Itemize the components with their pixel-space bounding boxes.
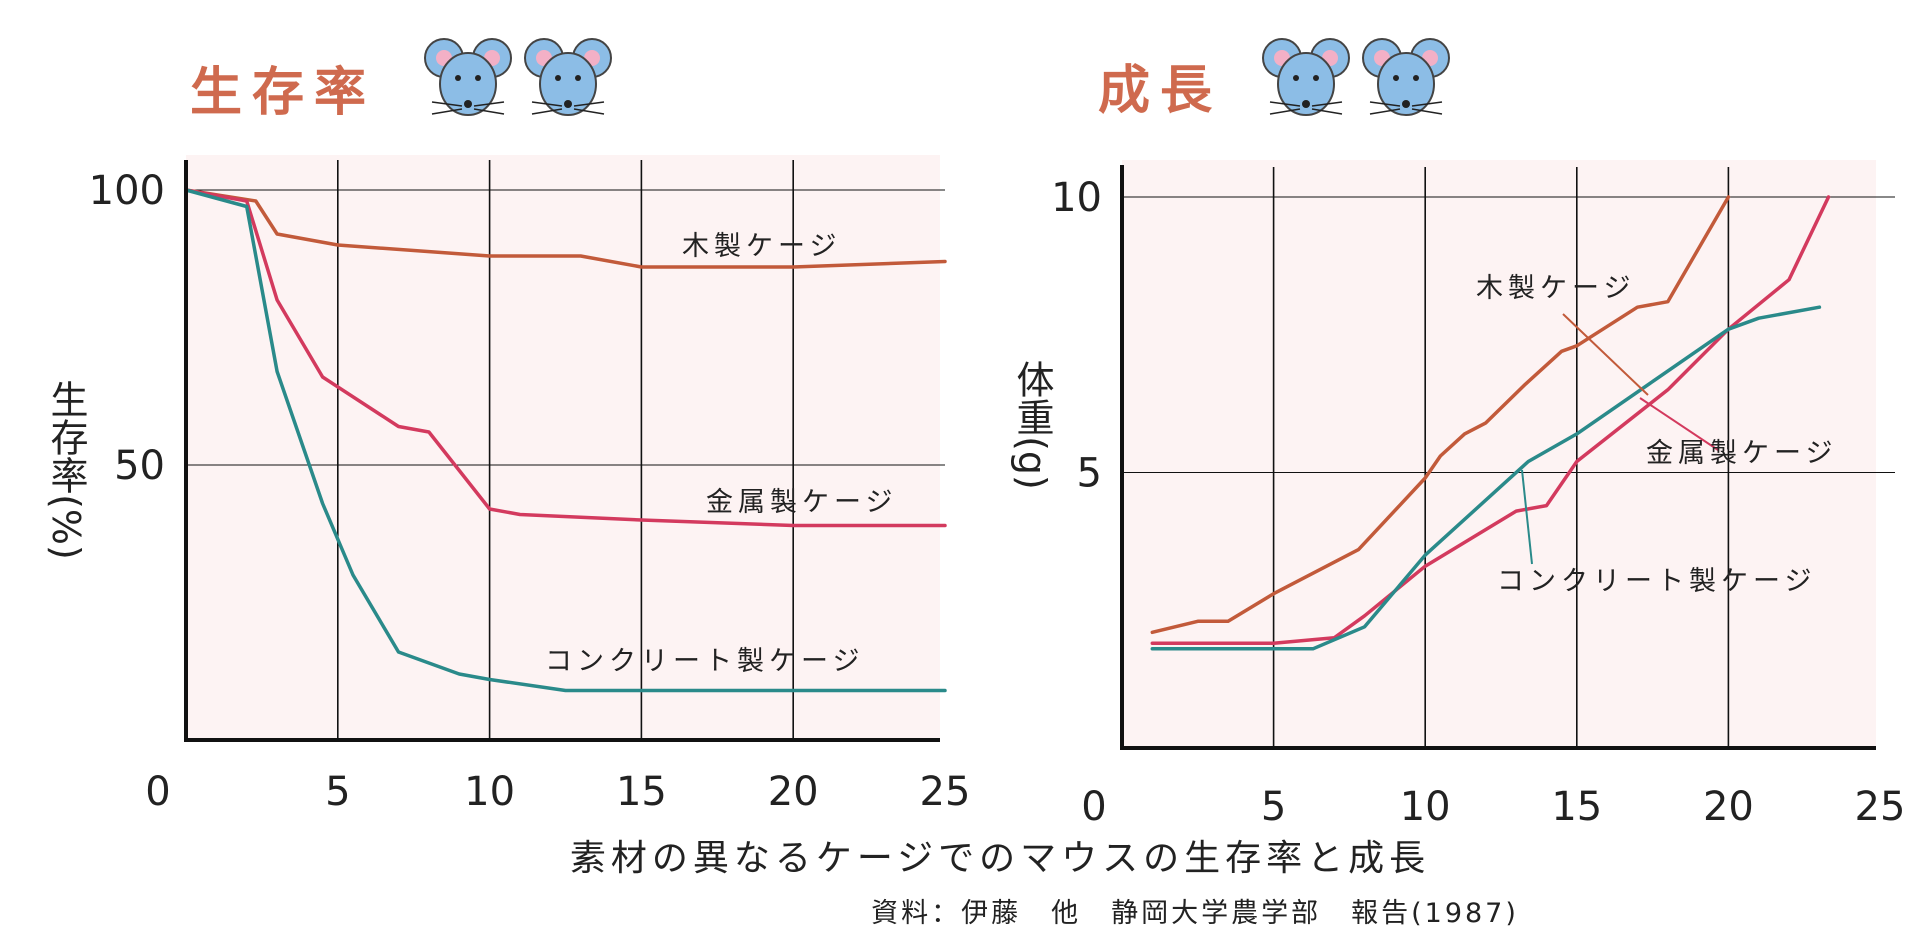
growth-leader-concrete [1521,469,1533,565]
growth-x-tick-label: 0 [1081,784,1106,830]
growth-x-tick-label: 15 [1551,784,1602,830]
mouse-icon [1362,38,1450,116]
growth-x-tick-label: 20 [1703,784,1754,830]
survival-x-ticks: 0 5 10 15 20 25 [145,769,970,815]
growth-y-tick-label: 10 [1051,175,1102,221]
survival-label-wood: 木製ケージ [682,231,841,262]
figure-caption: 素材の異なるケージでのマウスの生存率と成長 [570,838,1430,879]
survival-y-ticks: 100 50 [89,168,165,489]
growth-series-line-1 [1150,195,1831,646]
survival-y-tick-label: 100 [89,168,165,214]
survival-plot-area [186,155,940,740]
growth-y-axis-label: 体重(g) [1010,360,1054,490]
growth-y-tick-label: 5 [1077,451,1102,497]
survival-series-line-2 [184,188,947,693]
survival-chart-title: 生存率 [190,63,376,123]
growth-x-tick-label: 25 [1855,784,1906,830]
growth-y-ticks: 10 5 [1051,175,1102,497]
growth-leader-wood [1562,313,1649,396]
survival-series-line-0 [184,188,947,269]
survival-label-metal: 金属製ケージ [706,487,897,518]
survival-label-concrete: コンクリート製ケージ [545,646,864,677]
figure-source: 資料：伊藤 他 静岡大学農学部 報告(1987) [871,898,1519,929]
survival-series-line-1 [184,188,947,528]
mouse-icon [1262,38,1350,116]
growth-x-tick-label: 10 [1400,784,1451,830]
growth-label-wood: 木製ケージ [1476,273,1635,304]
survival-x-tick-label: 10 [464,769,515,815]
growth-x-tick-label: 5 [1261,784,1286,830]
survival-x-tick-label: 5 [325,769,350,815]
survival-y-tick-label: 50 [114,443,165,489]
growth-chart: 成長 [1010,38,1905,830]
growth-label-metal: 金属製ケージ [1646,438,1837,469]
growth-series-line-2 [1150,305,1822,651]
growth-series-line-0 [1150,195,1731,635]
mouse-icon [524,38,612,116]
survival-series [184,188,947,693]
growth-x-ticks: 0 5 10 15 20 25 [1081,784,1905,830]
growth-label-concrete: コンクリート製ケージ [1497,566,1816,597]
survival-x-tick-label: 15 [616,769,667,815]
growth-gridlines [1122,167,1895,748]
growth-chart-title: 成長 [1098,61,1222,121]
survival-x-tick-label: 20 [768,769,819,815]
survival-x-tick-label: 25 [920,769,971,815]
survival-y-axis-label: 生存率(%) [44,380,88,560]
growth-series [1150,195,1831,651]
growth-leader-metal [1639,397,1719,451]
mouse-icon [424,38,512,116]
survival-x-tick-label: 0 [145,769,170,815]
survival-chart: 生存率 [44,38,970,815]
